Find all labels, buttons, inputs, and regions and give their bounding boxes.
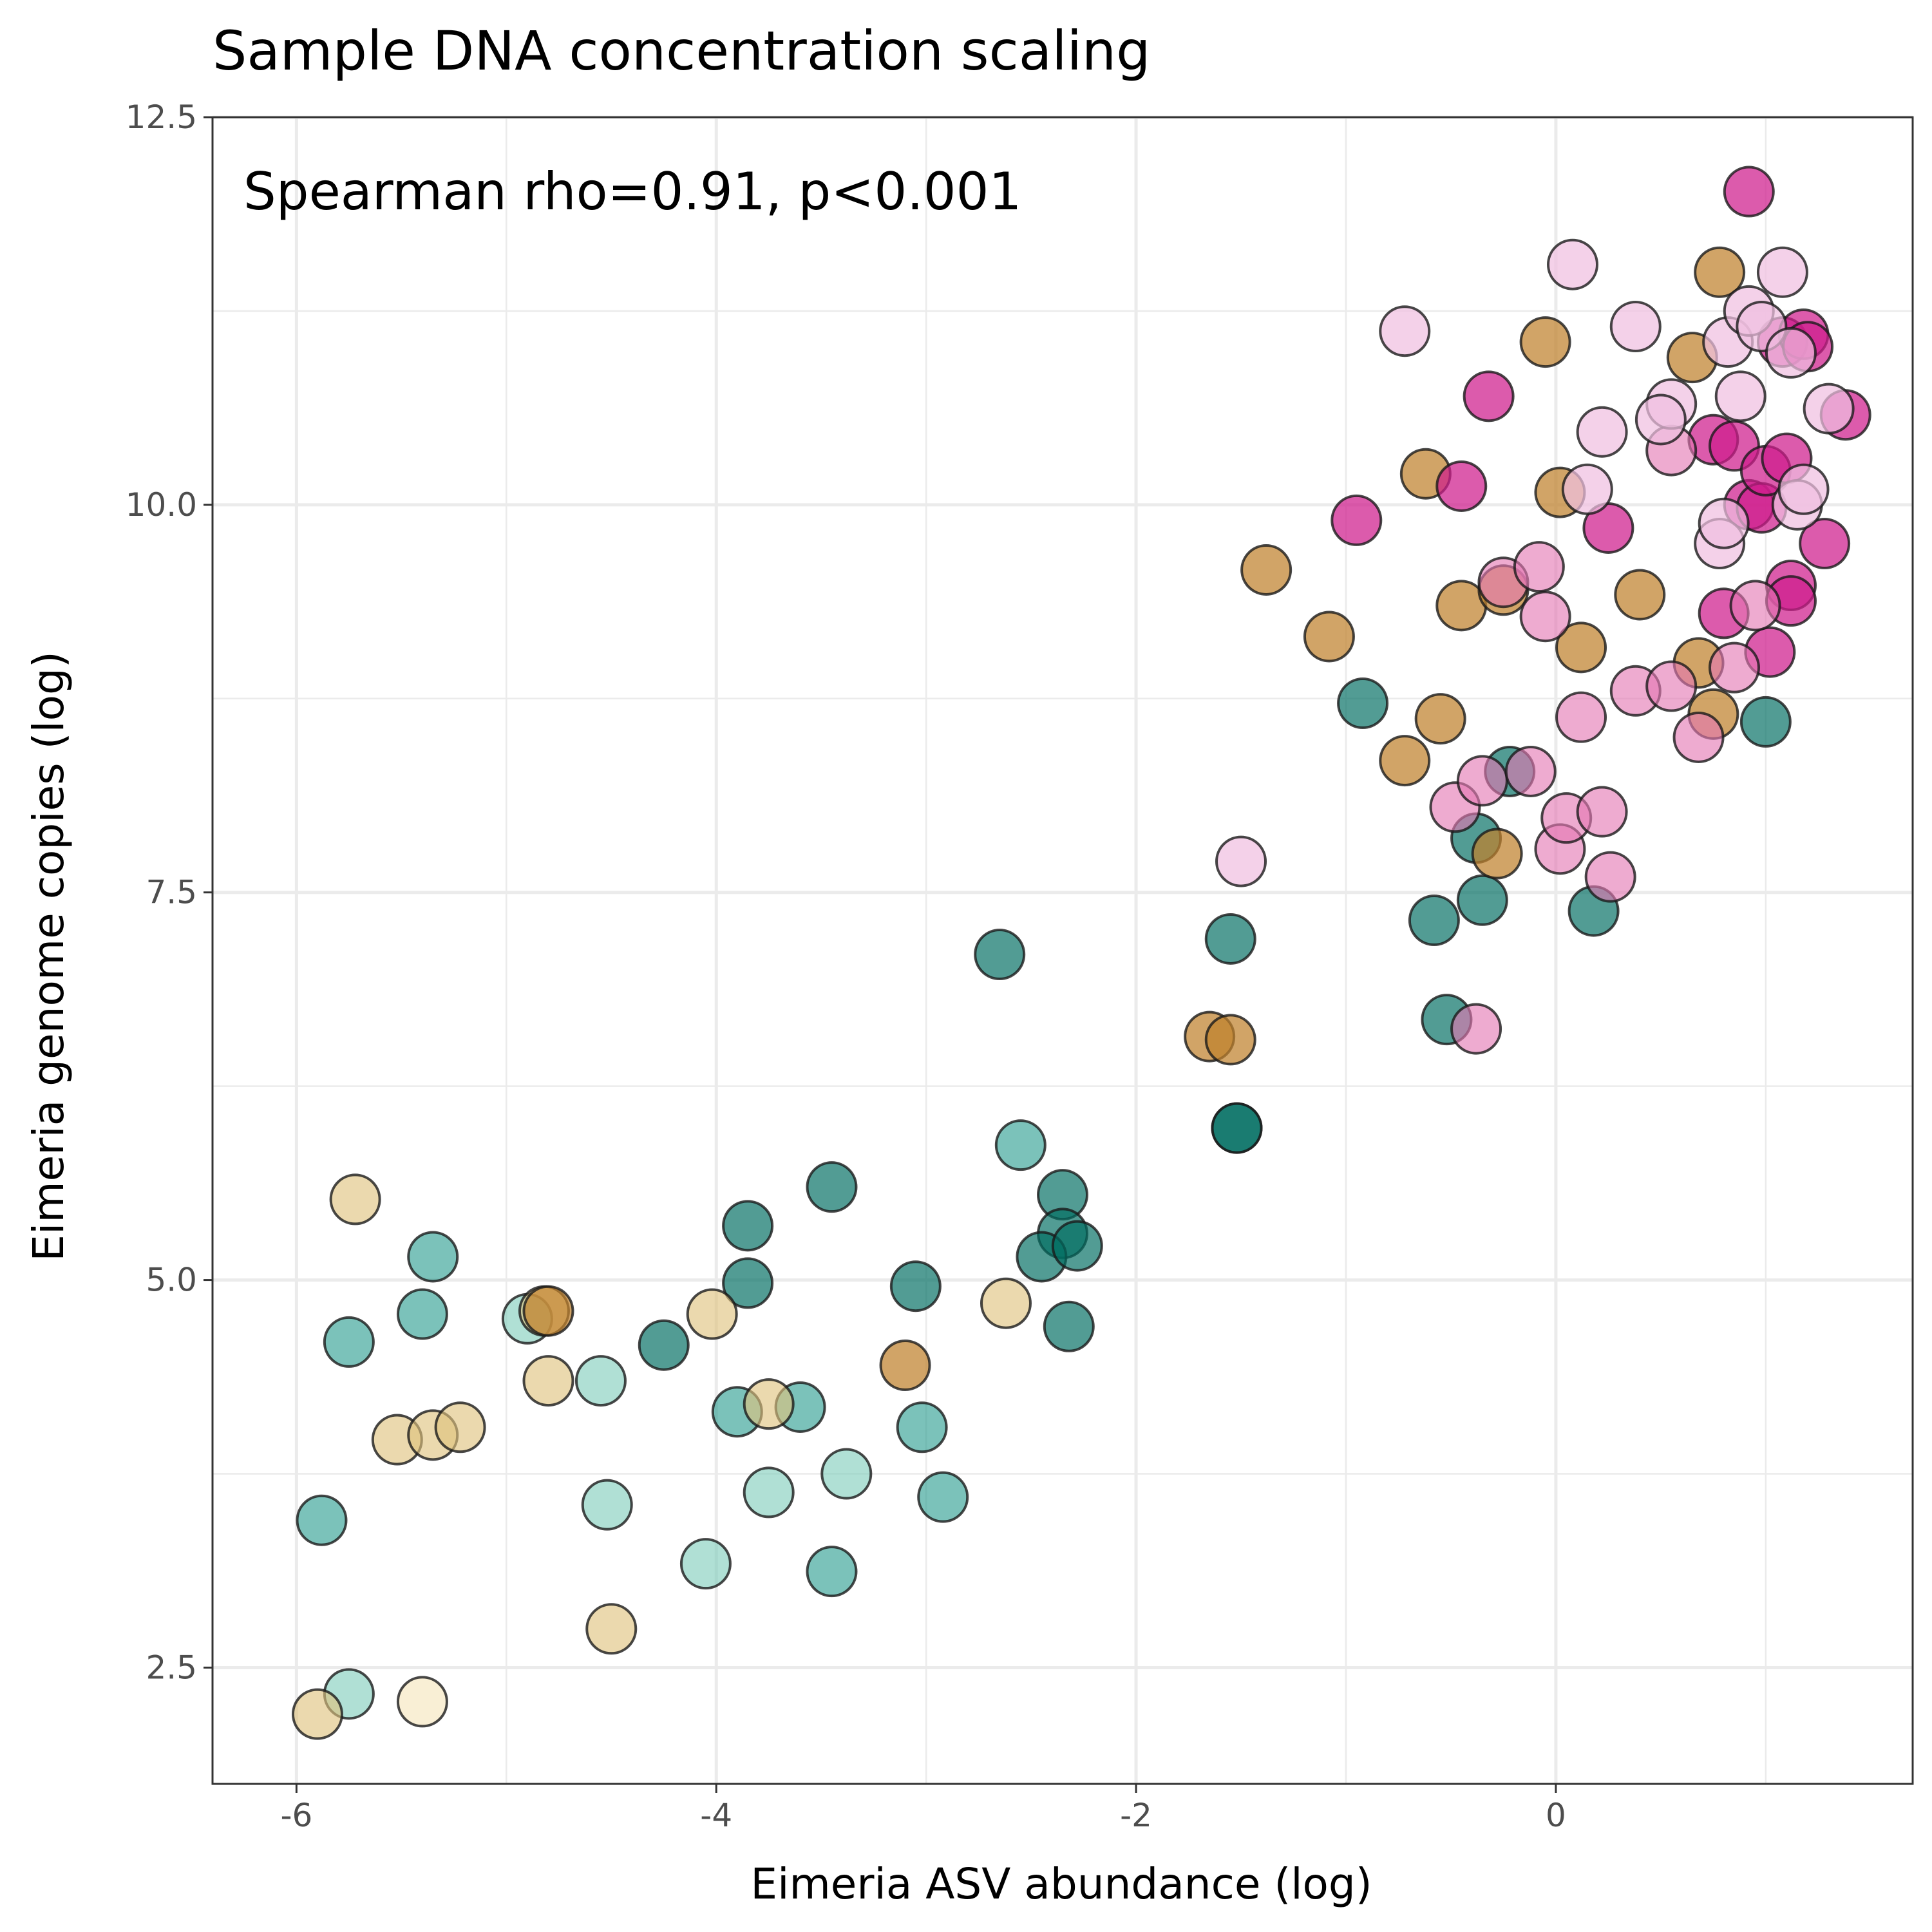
data-point-pink-mid [1729, 580, 1781, 632]
data-point-teal-light [574, 1355, 627, 1407]
x-axis-label: Eimeria ASV abundance (log) [750, 1859, 1372, 1909]
data-point-ochre [522, 1285, 574, 1337]
data-point-teal-mid [806, 1546, 858, 1598]
data-point-ochre [1519, 316, 1571, 368]
data-point-pink-mid [1708, 641, 1760, 694]
data-point-teal-dark [1408, 895, 1460, 947]
y-tick-label: 12.5 [126, 99, 197, 136]
data-point-pink-mid [1555, 691, 1607, 743]
data-points [291, 166, 1871, 1740]
data-point-pink-light [1714, 370, 1766, 422]
data-point-teal-dark [1043, 1300, 1095, 1352]
data-point-magenta [1723, 166, 1775, 218]
data-point-pink-light [1547, 238, 1598, 290]
data-point-teal-mid [396, 1288, 448, 1340]
data-point-teal-dark [1204, 913, 1256, 965]
data-point-teal-light [820, 1448, 873, 1500]
data-point-teal-dark [722, 1200, 774, 1252]
data-point-ochre [1240, 544, 1293, 596]
data-point-ochre [1379, 735, 1431, 787]
data-point-ochre [1204, 1014, 1256, 1066]
data-point-ochre [1471, 828, 1523, 880]
data-point-sand [291, 1688, 343, 1740]
data-point-teal-dark [722, 1257, 774, 1309]
data-point-ochre [1694, 246, 1746, 298]
data-point-magenta [1799, 518, 1851, 570]
data-point-pink-mid [1672, 711, 1725, 763]
data-point-teal-mid [994, 1119, 1046, 1171]
data-point-ochre [1303, 611, 1355, 663]
y-tick-label: 7.5 [146, 874, 197, 911]
y-axis-label: Eimeria genome copies (log) [24, 651, 73, 1261]
data-point-pink-light [1765, 327, 1817, 379]
data-point-pink-light [1609, 301, 1662, 353]
data-point-teal-mid [323, 1316, 375, 1368]
data-point-sand [329, 1173, 381, 1226]
data-point-teal-mid [407, 1231, 459, 1283]
x-tick-label: 0 [1546, 1797, 1566, 1834]
data-point-teal-dark [806, 1161, 858, 1213]
y-tick-label: 2.5 [146, 1649, 197, 1686]
data-point-magenta [1463, 370, 1515, 422]
data-point-ochre [1414, 693, 1466, 745]
data-point-ochre [1614, 569, 1666, 621]
data-point-pink-light [1698, 497, 1750, 549]
data-point-teal-dark [1739, 696, 1792, 748]
data-point-teal-dark [638, 1319, 690, 1371]
data-point-pink-light [1576, 406, 1628, 458]
data-point-teal-mid [296, 1494, 348, 1546]
data-point-sand [585, 1603, 638, 1655]
data-point-ochre [879, 1339, 931, 1391]
grid [213, 115, 1913, 1784]
data-point-pink-mid [1513, 541, 1565, 593]
data-point-pink-light [1379, 305, 1431, 357]
data-point-teal-light [679, 1538, 732, 1590]
data-point-teal-dark [889, 1260, 942, 1312]
axes: -6 -4 -2 0 2.5 5.0 7.5 10.0 12.5 [126, 99, 1566, 1834]
data-point-pink-light [1803, 383, 1855, 435]
data-point-sand [743, 1378, 795, 1430]
data-point-teal-light [581, 1479, 633, 1531]
data-point-teal-dark [1456, 874, 1508, 926]
plot-panel-border [211, 116, 1914, 1785]
data-point-teal-mid [896, 1401, 948, 1454]
data-point-pink-mid [1645, 660, 1698, 712]
x-tick-label: -6 [280, 1797, 312, 1834]
data-point-teal-dark [974, 929, 1026, 981]
y-tick-label: 5.0 [146, 1262, 197, 1299]
data-point-pink-light [1215, 835, 1267, 887]
data-point-teal-dark [1051, 1220, 1103, 1272]
data-point-magenta [1435, 460, 1488, 512]
data-point-pink-light [1777, 463, 1830, 515]
y-tick-label: 10.0 [126, 486, 197, 524]
data-point-teal-dark [1211, 1102, 1263, 1154]
data-point-teal-dark [1337, 677, 1389, 730]
data-point-pink-mid [1504, 745, 1557, 797]
spearman-annotation: Spearman rho=0.91, p<0.001 [243, 162, 1021, 222]
data-point-magenta [1331, 494, 1383, 546]
x-tick-label: -4 [700, 1797, 732, 1834]
data-point-pink-mid [1519, 591, 1571, 643]
data-point-pink-mid [1450, 1003, 1502, 1055]
data-point-sand [522, 1355, 574, 1407]
data-point-sand-light [396, 1676, 448, 1728]
chart-title: Sample DNA concentration scaling [213, 19, 1150, 82]
data-point-pink-light [1756, 246, 1808, 298]
data-point-ochre [1555, 621, 1607, 674]
data-point-sand [434, 1401, 486, 1454]
data-point-pink-light [1561, 463, 1613, 515]
data-point-sand [686, 1288, 738, 1340]
data-point-pink-mid [1456, 755, 1508, 807]
data-point-pink-mid [1584, 851, 1636, 903]
data-point-sand [980, 1277, 1032, 1329]
data-point-pink-light [1634, 393, 1687, 446]
x-tick-label: -2 [1120, 1797, 1152, 1834]
data-point-teal-light [743, 1466, 795, 1519]
data-point-teal-mid [917, 1471, 969, 1523]
data-point-pink-mid [1576, 786, 1628, 838]
